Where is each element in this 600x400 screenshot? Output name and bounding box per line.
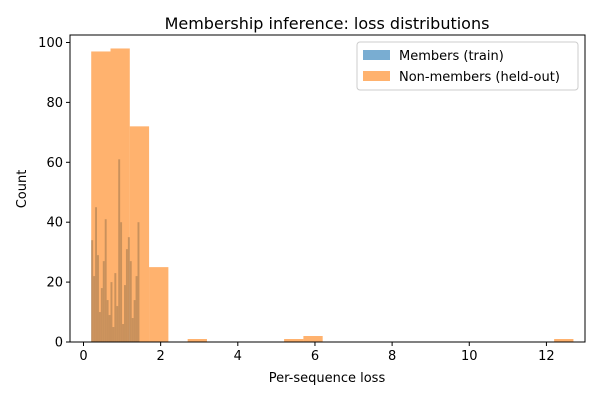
legend-box (356, 41, 579, 91)
legend-label-nonmembers: Non-members (held-out) (399, 70, 560, 85)
nonmembers-bar (303, 336, 323, 342)
nonmembers-bar (129, 126, 150, 342)
legend-swatch-nonmembers (363, 71, 390, 81)
series-nonmembers (91, 48, 574, 342)
x-axis-title: Per-sequence loss (269, 371, 386, 386)
nonmembers-bar (149, 267, 169, 342)
x-tick-label: 0 (79, 349, 87, 364)
nonmembers-bar (91, 51, 111, 342)
x-tick-label: 10 (461, 349, 478, 364)
nonmembers-bar (554, 339, 574, 342)
y-tick-label: 80 (46, 96, 63, 111)
x-tick-label: 8 (388, 349, 396, 364)
y-axis-title: Count (15, 170, 30, 209)
plot-frame (69, 34, 586, 343)
x-tick-label: 4 (234, 349, 242, 364)
legend: Members (train) Non-members (held-out) (356, 41, 579, 91)
legend-swatch-members (363, 50, 390, 60)
chart-title: Membership inference: loss distributions (165, 14, 490, 33)
x-tick-label: 12 (538, 349, 555, 364)
nonmembers-bar (187, 339, 207, 342)
y-tick-label: 0 (55, 336, 63, 351)
y-tick-label: 40 (46, 216, 63, 231)
nonmembers-bar (110, 48, 130, 342)
y-tick-label: 100 (38, 36, 63, 51)
x-tick-label: 2 (157, 349, 165, 364)
y-tick-label: 20 (46, 276, 63, 291)
x-tick-label: 6 (311, 349, 319, 364)
nonmembers-bar (284, 339, 304, 342)
legend-label-members: Members (train) (399, 49, 504, 64)
axes-ticks: 0 2 4 6 8 10 12 0 20 40 60 80 100 (38, 36, 555, 364)
y-tick-label: 60 (46, 156, 63, 171)
